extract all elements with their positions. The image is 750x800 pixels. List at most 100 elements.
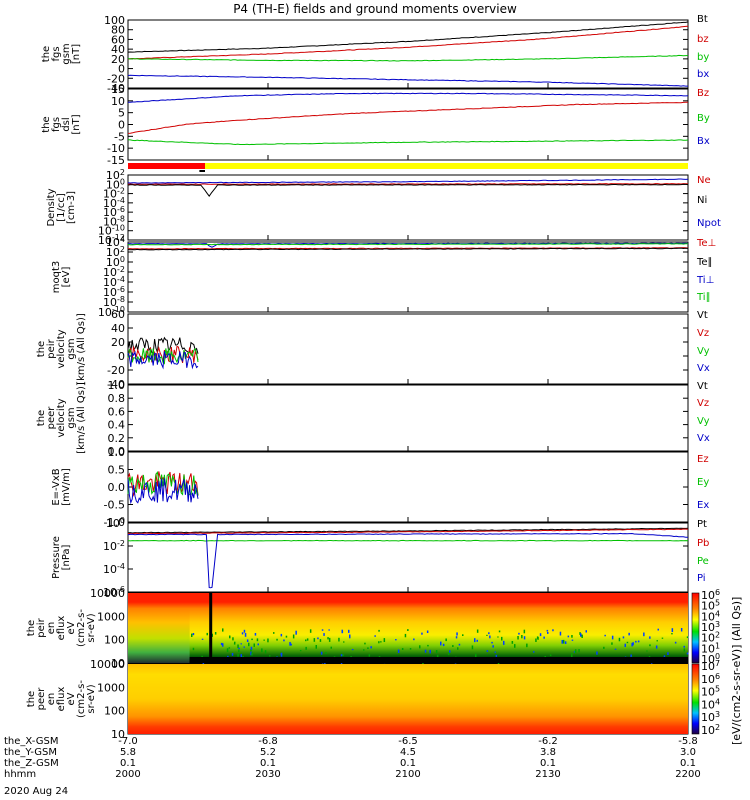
legend-Ne: Ne [697, 175, 711, 186]
y-axis-label: eflux [56, 616, 67, 641]
y-tick-label: 10000 [90, 658, 125, 671]
y-tick-label: -20 [107, 364, 125, 377]
y-tick-label: 0.8 [108, 392, 126, 405]
spectrogram-speckle [313, 638, 316, 642]
spectrogram-peir [128, 593, 689, 666]
spectrogram-speckle [321, 629, 324, 631]
spectrogram-speckle [476, 639, 478, 642]
spectrogram-speckle [244, 633, 247, 637]
y-tick-label: 10 [111, 95, 125, 108]
spectrogram-speckle [240, 643, 242, 645]
y-axis-label: eflux [56, 687, 67, 712]
spectrogram-speckle [514, 644, 516, 648]
spectrogram-speckle [248, 642, 250, 647]
spectrogram-speckle [306, 638, 309, 641]
spectrogram-speckle [614, 648, 617, 650]
spectrogram-speckle [285, 635, 288, 638]
spectrogram-speckle [435, 650, 438, 654]
spectrogram-peir-gap [209, 593, 213, 663]
spectrogram-speckle [305, 646, 307, 650]
spectrogram-speckle [543, 636, 545, 639]
y-tick-label: 1000 [97, 681, 125, 694]
y-tick-label: 0.0 [108, 445, 126, 458]
legend-bz: bz [697, 34, 709, 45]
y-axis-label: fgs [51, 46, 62, 61]
spectrogram-speckle [317, 637, 319, 640]
spectrogram-speckle [269, 655, 271, 657]
y-axis-label: Pressure [51, 536, 62, 579]
spectrogram-speckle [290, 643, 292, 646]
spectrogram-speckle [649, 644, 651, 647]
y-axis-label: the [26, 691, 37, 707]
spectrogram-speckle [567, 635, 570, 638]
spectrogram-speckle [661, 637, 664, 639]
spectrogram-speckle [319, 639, 322, 642]
spectrogram-speckle [295, 630, 297, 635]
mode-bar-black-mark [199, 170, 205, 172]
panel-efield: 1.0 0.5 0.0 -0.5 -1.0 E=-VxB [mV/m] Ez Ey Ex [51, 446, 709, 529]
spectrogram-speckle [340, 654, 343, 657]
series-line-Bz [127, 101, 689, 134]
spectrogram-speckle [536, 636, 539, 639]
y-axis-label: eV [66, 692, 77, 705]
spectrogram-speckle [328, 629, 330, 631]
legend-Ex: Ex [697, 500, 709, 511]
spectrogram-speckle [624, 643, 626, 647]
spectrogram-speckle [663, 655, 666, 659]
spectrogram-speckle [364, 642, 366, 645]
spectrogram-speckle [578, 649, 580, 653]
y-tick-label: 0.0 [108, 481, 126, 494]
y-tick-label: 10 [111, 657, 125, 670]
y-axis-label: velocity [56, 329, 67, 368]
y-axis-label: peir [46, 338, 57, 358]
y-tick-label: 40 [111, 43, 125, 56]
y-tick-label: 15 [111, 83, 125, 96]
spectrogram-speckle [234, 641, 236, 644]
spectrogram-speckle [655, 645, 658, 649]
spectrogram-speckle [573, 651, 576, 653]
y-axis-label: [nT] [71, 114, 82, 134]
y-tick-label: 20 [111, 336, 125, 349]
spectrogram-speckle [559, 631, 562, 636]
y-axis-label: eV [66, 621, 77, 634]
panel-frame [127, 451, 689, 523]
spectrogram-speckle [413, 638, 415, 641]
spectrogram-speckle [243, 646, 245, 648]
spectrogram-speckle [683, 648, 686, 652]
x-axis-tick-label: -6.2 [538, 736, 558, 747]
spectrogram-speckle [349, 634, 351, 639]
spectrogram-speckle [429, 649, 431, 654]
spectrogram-speckle [305, 639, 307, 642]
spectrogram-speckle [231, 653, 234, 656]
y-axis-label: peer [46, 406, 57, 430]
spectrogram-speckle [341, 629, 343, 634]
spectrogram-speckle [635, 640, 637, 643]
spectrogram-speckle [323, 633, 325, 636]
spectrogram-speckle [280, 653, 283, 656]
x-axis-tick-label: 2000 [115, 769, 140, 780]
spectrogram-speckle [374, 635, 376, 637]
spectrogram-speckle [330, 646, 332, 649]
legend-Ni: Ni [697, 195, 707, 206]
y-axis-label: the [36, 410, 47, 426]
spectrogram-speckle [292, 634, 295, 639]
series-line-Te∥ [127, 247, 689, 251]
x-axis-tick-label: 5.8 [120, 747, 136, 758]
spectrogram-speckle [518, 632, 520, 635]
spectrogram-speckle [327, 637, 329, 640]
y-axis-label: gsm [66, 407, 77, 428]
spectrogram-speckle [280, 633, 283, 637]
y-axis-label: gsm [66, 338, 77, 359]
panel-frame [127, 19, 689, 89]
y-axis-label: en [46, 622, 57, 635]
series-line-Npot [127, 178, 689, 184]
spectrogram-peir-active-region [189, 593, 688, 663]
y-axis-label: [cm-3] [66, 191, 77, 224]
x-axis-tick-label: 2130 [535, 769, 560, 780]
spectrogram-speckle [498, 630, 501, 633]
